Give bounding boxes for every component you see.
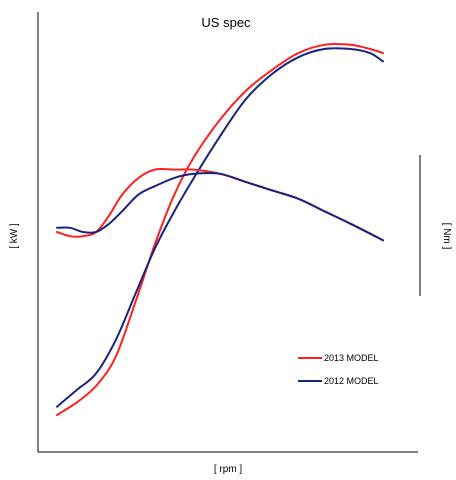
legend-label-2013: 2013 MODEL bbox=[324, 353, 379, 363]
2012-torque-line bbox=[56, 172, 384, 242]
legend-label-2012: 2012 MODEL bbox=[324, 376, 379, 386]
2013-torque-line bbox=[56, 167, 384, 242]
y-axis-label: [ kW ] bbox=[9, 223, 20, 249]
legend: 2013 MODEL 2012 MODEL bbox=[298, 353, 379, 386]
2012-power-line bbox=[56, 47, 384, 408]
2013-power-line bbox=[56, 43, 384, 416]
chart-title: US spec bbox=[201, 15, 251, 30]
x-axis-label: [ rpm ] bbox=[214, 464, 243, 475]
y2-axis-label: [ Nm ] bbox=[441, 223, 452, 250]
plot-area bbox=[56, 43, 384, 416]
